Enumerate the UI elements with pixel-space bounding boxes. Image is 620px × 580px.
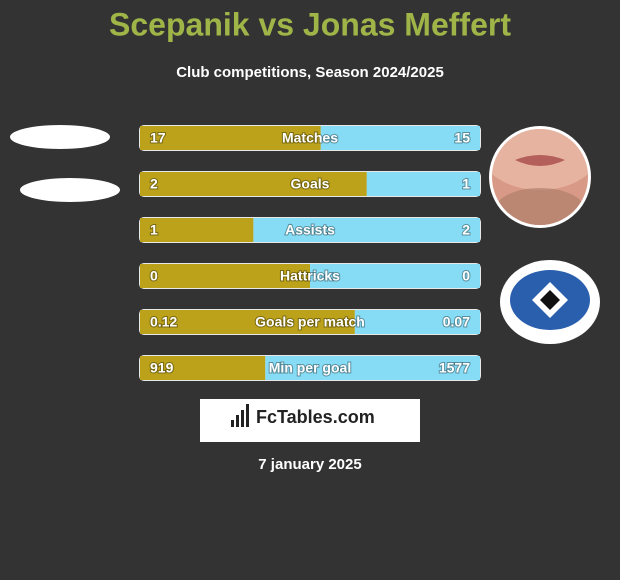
right-value: 0	[462, 268, 470, 284]
bar-right	[253, 218, 480, 242]
bar-right	[310, 264, 480, 288]
bar-right	[354, 310, 480, 334]
brand-icon	[231, 404, 249, 427]
bar-left	[140, 218, 254, 242]
left-value: 17	[150, 130, 166, 146]
subtitle: Club competitions, Season 2024/2025	[176, 64, 444, 81]
left-value: 1	[150, 222, 158, 238]
left-badge	[20, 178, 120, 202]
row-label: Goals per match	[255, 314, 365, 330]
club-logo	[500, 260, 600, 344]
left-badge	[10, 125, 110, 149]
title: Scepanik vs Jonas Meffert	[109, 6, 511, 42]
bar-right	[320, 126, 480, 150]
bar-left	[140, 264, 310, 288]
bar-left	[140, 172, 367, 196]
right-value: 15	[454, 130, 470, 146]
right-value: 0.07	[443, 314, 470, 330]
brand: FcTables.com	[256, 407, 375, 427]
bar-left	[140, 126, 321, 150]
bar-right	[366, 172, 480, 196]
left-value: 919	[150, 360, 174, 376]
row-label: Hattricks	[280, 268, 340, 284]
row-label: Goals	[291, 176, 330, 192]
right-value: 1	[462, 176, 470, 192]
bar-left	[140, 310, 355, 334]
row-label: Min per goal	[269, 360, 351, 376]
left-value: 0.12	[150, 314, 177, 330]
left-value: 2	[150, 176, 158, 192]
row-label: Matches	[282, 130, 338, 146]
right-value: 2	[462, 222, 470, 238]
left-value: 0	[150, 268, 158, 284]
bar-right	[265, 356, 480, 380]
row-label: Assists	[285, 222, 335, 238]
date: 7 january 2025	[258, 456, 361, 473]
right-value: 1577	[439, 360, 470, 376]
bar-left	[140, 356, 266, 380]
